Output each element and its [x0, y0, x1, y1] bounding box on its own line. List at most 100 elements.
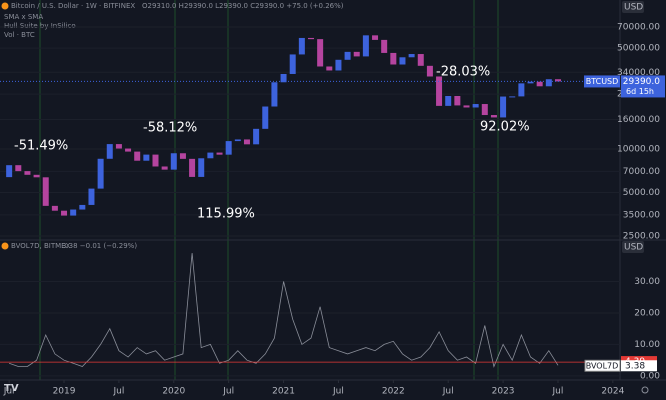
candle-body — [280, 73, 287, 83]
candle-body — [372, 35, 379, 40]
candle-body — [399, 57, 406, 65]
candle-body — [170, 153, 177, 170]
candle-body — [143, 154, 150, 161]
x-tick-label: Jul — [222, 387, 234, 397]
x-tick-label: Jul — [332, 387, 344, 397]
candle-body — [454, 95, 461, 106]
candle-body — [481, 104, 488, 116]
candle-body — [472, 104, 479, 108]
candle-body — [189, 158, 196, 177]
candle-body — [335, 59, 342, 71]
symbol-icon — [1, 2, 9, 10]
candle-body — [298, 37, 305, 55]
annotation: -28.03% — [436, 65, 490, 80]
candle-body — [152, 154, 159, 167]
x-tick-label: Jul — [442, 387, 454, 397]
candle-body — [79, 204, 86, 210]
value-tag — [621, 360, 657, 372]
y-tick-label: 3500.00 — [623, 210, 660, 220]
candle-body — [61, 210, 68, 216]
currency-button[interactable] — [622, 241, 644, 253]
candle-body — [509, 96, 516, 98]
ohlc-text: O29310.0 H29390.0 L29390.0 C29390.0 +75.… — [142, 2, 344, 10]
candle-body — [216, 152, 223, 155]
annotation: -58.12% — [143, 121, 197, 136]
y-tick-label: 5000.00 — [623, 188, 660, 198]
logo: TV — [4, 383, 19, 394]
indicator-label: Vol · BTC — [4, 31, 35, 39]
pane-status: 3.38 −0.01 (−0.29%) — [62, 242, 137, 250]
volatility-line — [8, 253, 559, 368]
candle-body — [536, 81, 543, 87]
candle-body — [253, 128, 260, 145]
symbol-tag-label: BVOL7D — [586, 361, 619, 370]
candle-body — [518, 83, 525, 97]
symbol-tag — [584, 359, 621, 372]
candle-body — [51, 205, 58, 211]
indicator-label: SMA x SMA — [4, 13, 43, 21]
candle-body — [326, 66, 333, 71]
annotation: 115.99% — [197, 207, 255, 222]
y-tick-label: 2500.00 — [623, 231, 660, 241]
currency-label[interactable]: USD — [624, 3, 643, 13]
candle-body — [243, 139, 250, 145]
candle-body — [426, 65, 433, 77]
symbol-title: Bitcoin / U.S. Dollar · 1W · BITFINEX — [11, 2, 135, 10]
candle-body — [500, 96, 507, 118]
symbol-tag — [584, 75, 620, 88]
y-tick-label: 10000.00 — [617, 145, 660, 155]
candle-body — [362, 35, 369, 57]
symbol-tag-label: BTCUSD — [586, 77, 619, 86]
candle-body — [390, 52, 397, 65]
candle-body — [125, 148, 132, 152]
y-tick-label: 70000.00 — [617, 23, 660, 33]
annotation: -51.49% — [14, 139, 68, 154]
candle-body — [88, 188, 95, 205]
y-tick-label: 50000.00 — [617, 44, 660, 54]
candle-body — [15, 165, 22, 172]
y-tick-label: 7000.00 — [623, 167, 660, 177]
y-tick-label: 30.00 — [634, 277, 660, 287]
candle-body — [554, 79, 561, 82]
candle-body — [234, 139, 241, 142]
settings-icon[interactable] — [641, 386, 649, 394]
candle-body — [106, 144, 113, 159]
x-tick-label: Jul — [552, 387, 564, 397]
candle-body — [417, 54, 424, 66]
x-tick-label: Jul — [3, 387, 15, 397]
candle-body — [198, 158, 205, 177]
x-tick-label: Jul — [112, 387, 124, 397]
value-tag-label: 3.38 — [625, 361, 645, 371]
candle-body — [225, 141, 232, 155]
candle-body — [97, 158, 104, 189]
candle-body — [289, 54, 296, 74]
currency-label[interactable]: USD — [624, 243, 643, 253]
annotation: 92.02% — [480, 120, 530, 135]
candle-body — [436, 76, 443, 106]
price-tag-label: 29390.0 — [623, 77, 660, 87]
countdown-label: 6d 15h — [626, 87, 654, 96]
x-tick-label: 2023 — [492, 387, 515, 397]
y-tick-label: 16000.00 — [617, 115, 660, 125]
y-tick-label: 34000.00 — [617, 68, 660, 78]
candle-body — [344, 51, 351, 60]
candle-body — [408, 54, 415, 58]
x-tick-label: 2021 — [272, 387, 295, 397]
y-tick-label: 0.00 — [640, 371, 660, 381]
y-tick-label: 10.00 — [634, 340, 660, 350]
candle-body — [262, 106, 269, 129]
price-tag — [621, 75, 665, 98]
candle-body — [527, 81, 534, 84]
y-tick-label: 20.00 — [634, 308, 660, 318]
candle-body — [207, 152, 214, 159]
currency-button[interactable] — [622, 1, 644, 13]
candle-body — [381, 39, 388, 53]
candle-body — [42, 177, 49, 206]
pane-title: BVOL7D, BITMEX — [11, 242, 71, 250]
candle-body — [134, 151, 141, 161]
candle-body — [33, 174, 40, 178]
candle-body — [271, 82, 278, 107]
candle-body — [161, 166, 168, 170]
candle-body — [490, 115, 497, 118]
x-tick-label: 2019 — [53, 387, 76, 397]
